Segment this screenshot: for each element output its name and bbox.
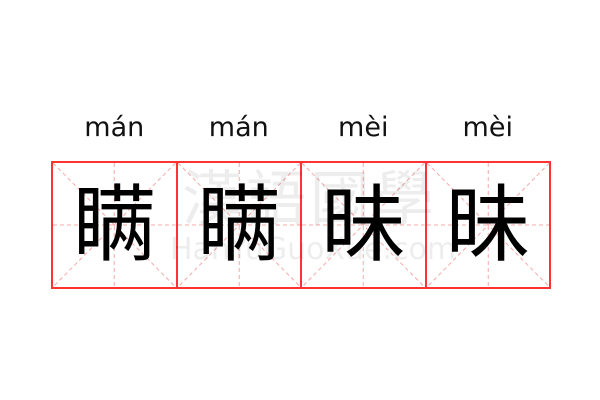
character-cell: 瞒	[178, 163, 302, 287]
pinyin-2: mán	[208, 112, 269, 143]
character-grid: 瞒 瞒 昧 昧	[51, 161, 551, 289]
character: 昧	[321, 176, 406, 274]
pinyin-1: mán	[84, 112, 145, 143]
guide-lines	[178, 163, 301, 287]
guide-lines	[427, 163, 550, 287]
character: 瞒	[196, 176, 281, 274]
character: 昧	[445, 176, 530, 274]
guide-lines	[53, 163, 176, 287]
guide-lines	[302, 163, 425, 287]
pinyin-4: mèi	[462, 112, 513, 143]
character: 瞒	[72, 176, 157, 274]
pinyin-3: mèi	[338, 112, 389, 143]
character-cell: 昧	[427, 163, 550, 287]
pinyin-row: mán mán mèi mèi	[52, 108, 550, 148]
character-cell: 瞒	[53, 163, 178, 287]
character-cell: 昧	[302, 163, 427, 287]
